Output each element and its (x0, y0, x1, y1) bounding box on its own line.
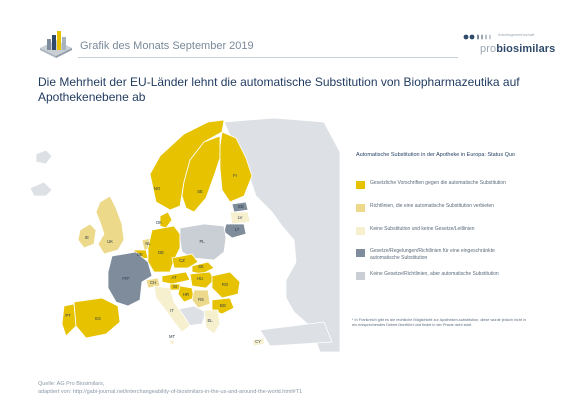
legend-title: Automatische Substitution in der Apothek… (356, 152, 515, 158)
non-eu-region (259, 321, 333, 347)
country-label-at: AT (171, 275, 176, 280)
country-at (161, 271, 191, 285)
country-label-fi: FI (233, 173, 237, 178)
legend-swatch (356, 249, 365, 257)
country-label-it: IT (170, 308, 174, 313)
country-fr (107, 251, 153, 307)
headline: Die Mehrheit der EU-Länder lehnt die aut… (38, 75, 520, 104)
logo-name-prefix: pro (480, 43, 497, 55)
country-label-sk: SK (198, 264, 204, 269)
country-ch (145, 277, 161, 289)
legend-item-gesetzlich: Gesetzliche Vorschriften gegen die autom… (356, 180, 526, 198)
country-label-ie: IE (85, 235, 89, 240)
country-label-es: ES (95, 316, 101, 321)
country-lv (229, 211, 251, 225)
legend-swatch (356, 181, 365, 189)
logo-subtitle: Arbeitsgemeinschaft (498, 32, 535, 37)
country-label-bg: BG (220, 303, 226, 308)
country-label-lt: LT (235, 227, 240, 232)
non-eu-region (29, 181, 53, 197)
source: Quelle: AG Pro Biosimilars, adaptiert vo… (38, 380, 578, 396)
country-label-ee: EE (238, 204, 244, 209)
country-label-be: BE (137, 252, 143, 257)
country-label-cz: CZ (179, 258, 185, 263)
country-label-nl: NL (145, 241, 151, 246)
country-ro (211, 271, 241, 299)
country-label-ch: CH (150, 280, 156, 285)
legend-item-keine_aber: Keine Gesetze/Richtlinien, aber automati… (356, 271, 526, 289)
country-mt (169, 339, 175, 345)
country-label-no: NO (154, 186, 161, 191)
country-label-lv: LV (238, 215, 243, 220)
country-label-mt: MT (169, 334, 175, 339)
country-label-rs: RS (198, 297, 204, 302)
cylinder-chart-logo-icon (40, 31, 72, 58)
source-line-2: adaptiert von: http://gabi-journal.net/i… (38, 389, 303, 395)
country-label-hu: HU (197, 276, 203, 281)
footnote: * In Frankreich gibt es die rechtliche M… (352, 318, 527, 327)
country-label-cy: CY (255, 339, 261, 344)
country-ee (231, 201, 249, 213)
country-hu (189, 271, 215, 289)
legend-label: Richtlinien, die eine automatische Subst… (370, 203, 494, 209)
country-label-pt: PT (65, 313, 71, 318)
country-pl (179, 223, 227, 261)
country-rs (191, 289, 211, 309)
country-label-ro: RO (222, 282, 229, 287)
country-fi (219, 131, 253, 203)
country-label-uk: UK (107, 239, 113, 244)
legend-swatch (356, 227, 365, 235)
legend-item-gesetze_eingeschraenkt: Gesetze/Regelungen/Richtlinien für eine … (356, 248, 526, 266)
country-label-de: DE (158, 250, 164, 255)
country-label-dk: DK (156, 220, 162, 225)
header-title: Grafik des Monats September 2019 (80, 40, 254, 52)
legend-label: Keine Substitution und keine Gesetze/Lei… (370, 226, 475, 232)
country-es (73, 297, 121, 339)
country-label-pl: PL (199, 239, 205, 244)
country-label-fr: FR* (122, 276, 130, 281)
probiosimilars-dots-icon (463, 34, 491, 40)
country-dk (159, 211, 173, 229)
country-it (153, 285, 191, 333)
country-uk (95, 195, 125, 255)
source-line-1: Quelle: AG Pro Biosimilars, (38, 381, 105, 387)
country-hr (177, 285, 195, 303)
legend-label: Keine Gesetze/Richtlinien, aber automati… (370, 271, 499, 277)
country-label-el: EL (207, 318, 213, 323)
country-cz (171, 253, 199, 269)
legend-swatch (356, 272, 365, 280)
country-pt (61, 303, 77, 337)
non-eu-region (223, 117, 340, 352)
logo-name-main: biosimilars (496, 43, 556, 55)
legend-label: Gesetzliche Vorschriften gegen die autom… (370, 180, 506, 186)
legend-item-richtlinien_verbieten: Richtlinien, die eine automatische Subst… (356, 203, 526, 221)
logo-name: probiosimilars (480, 43, 555, 55)
country-ie (77, 223, 97, 249)
legend-label: Gesetze/Regelungen/Richtlinien für eine … (370, 248, 495, 261)
country-de (147, 225, 181, 273)
country-se (181, 135, 221, 213)
country-label-si: SI (173, 284, 177, 289)
country-el (203, 309, 221, 335)
country-cy (251, 337, 265, 347)
europe-map: IE UK NO SE FI EE LV LT DK NL BE DE PL CZ SK FR* CH AT HU R… (29, 117, 340, 352)
country-label-hr: HR (183, 292, 189, 297)
non-eu-region (35, 149, 53, 165)
legend-item-keine: Keine Substitution und keine Gesetze/Lei… (356, 226, 526, 244)
header-divider (78, 57, 458, 58)
country-sk (191, 261, 215, 275)
country-label-se: SE (197, 189, 203, 194)
header: Grafik des Monats September 2019 Arbeits… (0, 0, 586, 66)
legend-swatch (356, 204, 365, 212)
